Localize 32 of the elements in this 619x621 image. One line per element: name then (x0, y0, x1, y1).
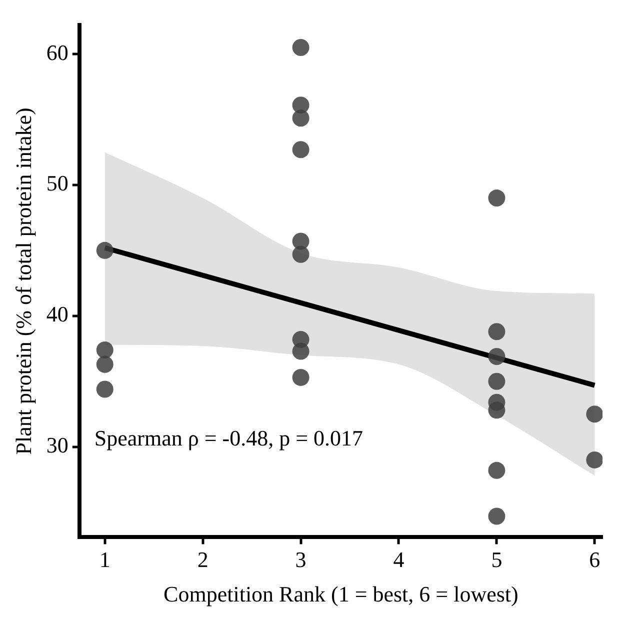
point (96, 242, 114, 259)
point (488, 323, 506, 340)
x-tick-label: 5 (491, 547, 502, 572)
point (488, 462, 506, 479)
point (292, 342, 310, 360)
annotation: Spearman ρ = -0.48, p = 0.017 (94, 426, 363, 451)
point (488, 348, 506, 365)
point (96, 356, 114, 373)
point (586, 406, 602, 423)
y-tick-label: 30 (46, 432, 68, 458)
y-tick-label: 60 (46, 40, 68, 65)
point (96, 380, 114, 398)
point (292, 368, 310, 386)
point (292, 246, 310, 263)
point (488, 402, 506, 419)
x-axis-title: Competition Rank (1 = best, 6 = lowest) (164, 582, 518, 607)
x-tick-label: 4 (393, 547, 404, 572)
x-tick-label: 1 (99, 547, 110, 572)
x-tick-label: 6 (589, 547, 600, 572)
point (586, 451, 602, 468)
point (488, 372, 506, 390)
point (292, 110, 310, 127)
x-tick-label: 2 (197, 547, 208, 572)
y-tick-label: 40 (46, 302, 68, 327)
y-tick-label: 50 (46, 170, 68, 196)
x-tick-label: 3 (295, 547, 306, 572)
point (488, 508, 506, 525)
point (96, 341, 114, 358)
point (292, 38, 310, 56)
point (292, 141, 310, 158)
y-axis-title: Plant protein (% of total protein intake) (10, 108, 36, 455)
point (488, 190, 506, 207)
